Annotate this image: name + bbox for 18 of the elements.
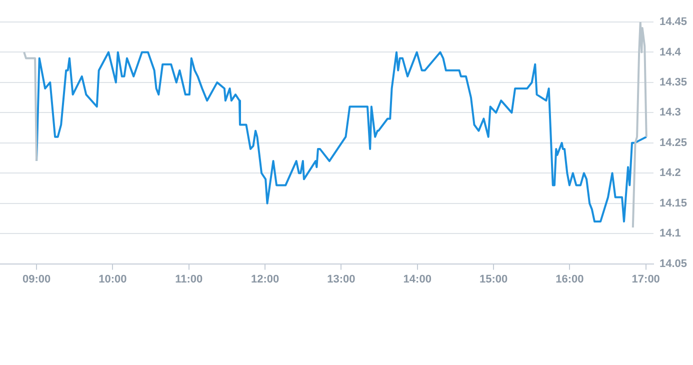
y-tick-label: 14.4 — [659, 46, 682, 58]
y-tick-label: 14.35 — [659, 76, 688, 88]
x-tick-label: 10:00 — [98, 273, 127, 286]
y-tick-label: 14.3 — [659, 106, 681, 119]
x-tick-label: 14:00 — [403, 273, 432, 286]
x-tick-label: 11:00 — [175, 273, 203, 286]
y-tick-label: 14.15 — [659, 197, 688, 210]
x-tick-label: 12:00 — [250, 273, 280, 286]
y-tick-label: 14.45 — [659, 16, 688, 28]
x-tick-label: 15:00 — [479, 273, 508, 286]
x-tick-label: 13:00 — [327, 273, 356, 286]
y-tick-label: 14.2 — [659, 167, 681, 180]
x-tick-label: 17:00 — [632, 273, 660, 286]
y-tick-label: 14.05 — [659, 258, 688, 270]
y-tick-label: 14.25 — [659, 136, 688, 149]
x-tick-label: 16:00 — [556, 273, 584, 286]
x-tick-label: 09:00 — [22, 273, 51, 286]
y-tick-label: 14.1 — [659, 228, 681, 240]
